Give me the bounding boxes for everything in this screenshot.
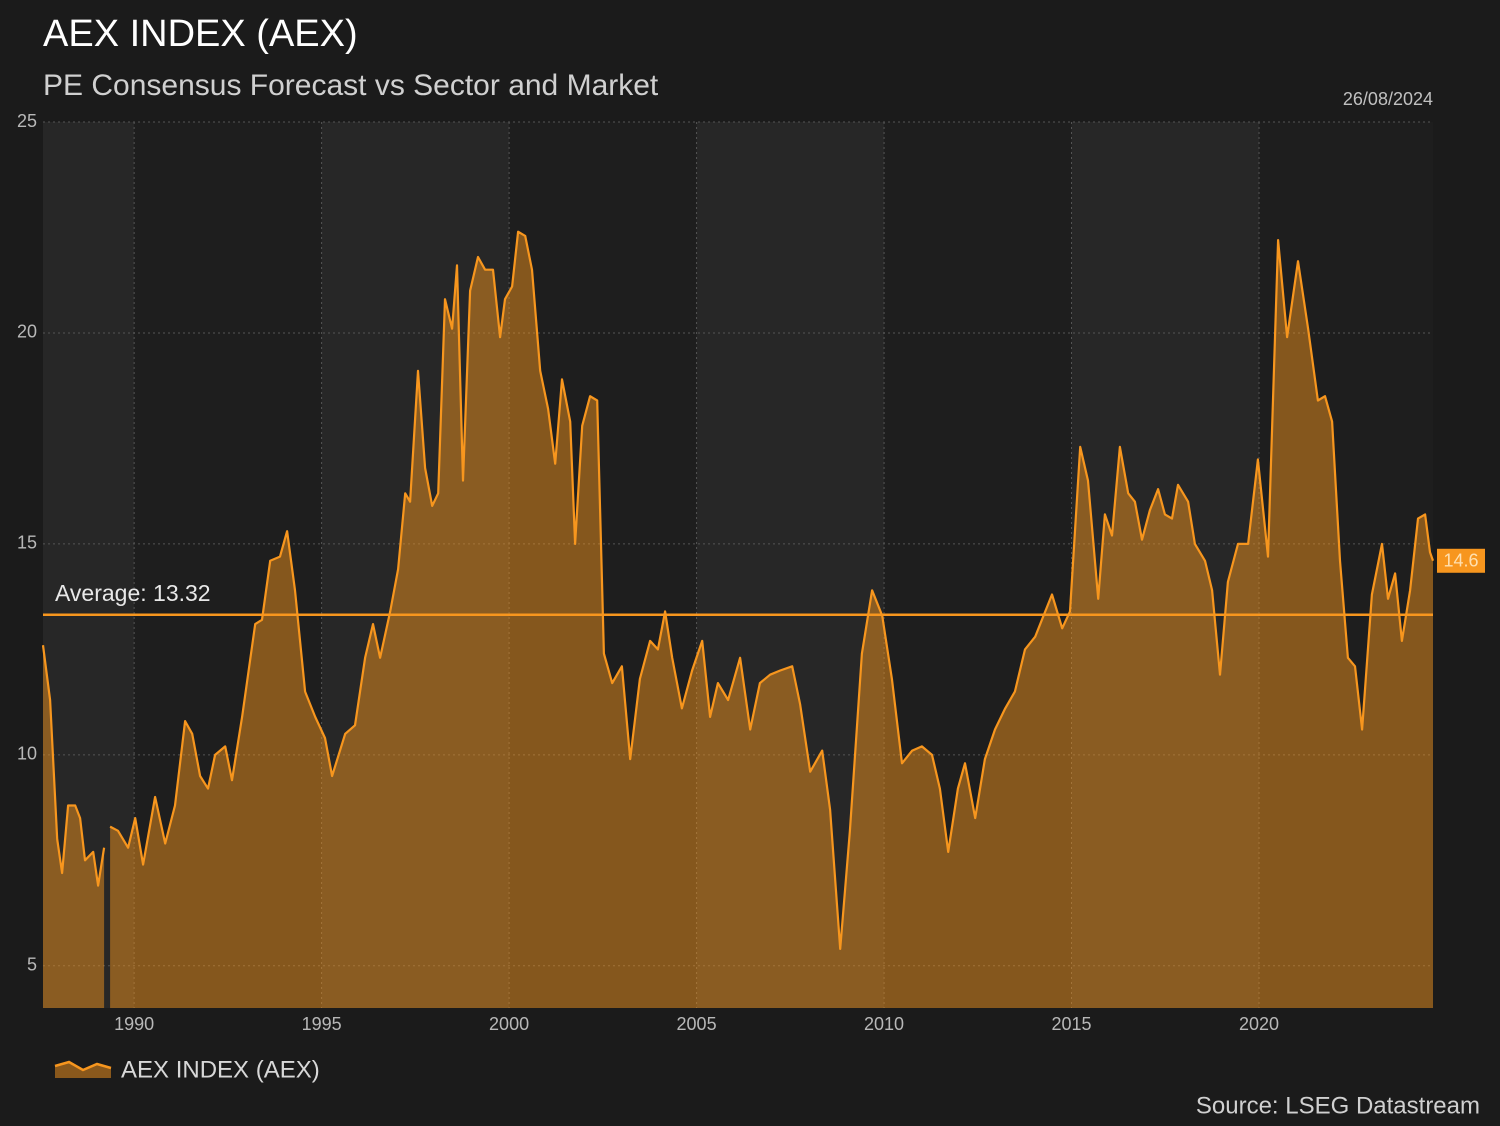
chart-title: AEX INDEX (AEX) xyxy=(43,13,358,55)
band xyxy=(884,122,1072,1008)
band xyxy=(321,122,510,1008)
y-tick-label: 20 xyxy=(17,322,37,342)
chart-date: 26/08/2024 xyxy=(1343,89,1433,109)
y-tick-label: 5 xyxy=(27,955,37,975)
band xyxy=(43,122,135,1008)
legend-label: AEX INDEX (AEX) xyxy=(121,1056,320,1083)
plot: 5 10 15 20 25 1990 1995 2000 2005 2010 2015 2020 14.… xyxy=(17,111,1485,1083)
source: Source: LSEG Datastream xyxy=(1196,1092,1480,1119)
band xyxy=(134,122,322,1008)
y-tick-label: 25 xyxy=(17,111,37,131)
x-tick-label: 2020 xyxy=(1239,1014,1279,1034)
band xyxy=(696,122,885,1008)
y-tick-label: 10 xyxy=(17,744,37,764)
y-tick-label: 15 xyxy=(17,533,37,553)
last-value-tag xyxy=(1437,548,1485,573)
x-tick-label: 1995 xyxy=(302,1014,342,1034)
band xyxy=(1071,122,1260,1008)
x-tick-label: 2010 xyxy=(864,1014,904,1034)
x-tick-label: 2005 xyxy=(677,1014,717,1034)
area xyxy=(43,231,1433,1008)
line xyxy=(41,230,1435,950)
x-tick-label: 2015 xyxy=(1052,1014,1092,1034)
chart-subtitle: PE Consensus Forecast vs Sector and Mark… xyxy=(43,69,659,102)
x-tick-label: 1990 xyxy=(114,1014,154,1034)
last-value-label: 14.6 xyxy=(1443,551,1478,571)
band xyxy=(1259,122,1433,1008)
band xyxy=(509,122,697,1008)
legend-icon-line xyxy=(54,1060,112,1072)
bands xyxy=(43,122,1433,1008)
average-label: Average: 13.32 xyxy=(55,580,211,606)
x-tick-label: 2000 xyxy=(489,1014,529,1034)
